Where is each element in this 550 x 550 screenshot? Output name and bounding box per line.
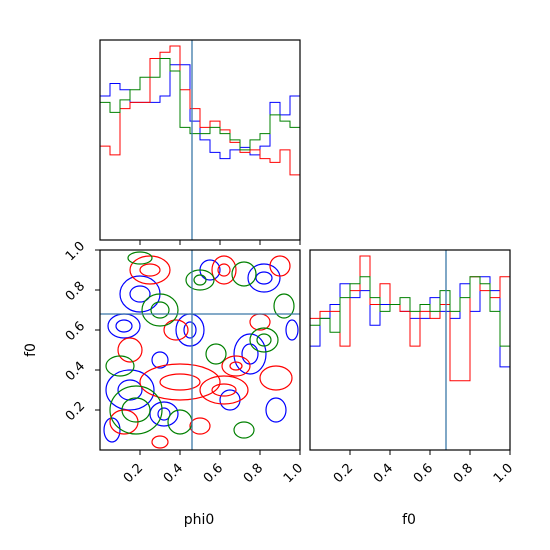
contour-0-ring-1 xyxy=(115,319,133,333)
contour-2-ring-6 xyxy=(231,261,257,287)
contour-1-ring-5 xyxy=(139,263,161,277)
frame-contour xyxy=(99,249,301,451)
contour-2-ring-12 xyxy=(167,409,193,435)
contour-ytick-label-4: 1.0 xyxy=(63,239,88,264)
contour-0-ring-3 xyxy=(129,285,151,303)
contour-0-ring-6 xyxy=(149,401,179,427)
contour-2-ring-4 xyxy=(185,269,215,291)
contour-xtick-label-2: 0.6 xyxy=(201,461,226,486)
contour-1-ring-15 xyxy=(249,313,271,331)
hist-f0-xtick-label-0: 0.2 xyxy=(331,461,356,486)
contour-1-ring-9 xyxy=(117,337,143,363)
contour-1-ring-3 xyxy=(211,383,237,397)
contour-ytick-label-3: 0.8 xyxy=(63,279,88,304)
hist-f0-xtick-label-3: 0.8 xyxy=(451,461,476,486)
contour-0-ring-5 xyxy=(117,379,143,401)
contour-0-ring-15 xyxy=(265,397,287,423)
contour-1-ring-6 xyxy=(211,255,237,285)
panel-contour-phi0-f0: 0.2 0.4 0.6 0.8 1.0 0.2 0.4 0.6 0.8 1.0 xyxy=(63,239,306,486)
hist-phi0-series-1 xyxy=(99,45,301,240)
contour-2-ring-11 xyxy=(273,293,295,319)
hist-phi0-series-2 xyxy=(99,58,301,240)
contour-ytick-label-1: 0.4 xyxy=(63,359,88,384)
contour-2-ring-2 xyxy=(141,293,179,327)
contour-0-ring-19 xyxy=(285,319,299,341)
hist-f0-xtick-label-4: 1.0 xyxy=(491,461,516,486)
contour-2-ring-0 xyxy=(109,385,163,435)
contour-0-ring-0 xyxy=(107,313,141,339)
contour-0-ring-16 xyxy=(103,417,121,443)
contour-1-ring-10 xyxy=(221,355,251,377)
contour-1-ring-0 xyxy=(139,363,221,401)
panel-hist-phi0 xyxy=(99,39,301,245)
contour-1-ring-14 xyxy=(259,365,293,391)
contour-2-ring-14 xyxy=(127,251,153,265)
contour-1-ring-2 xyxy=(199,375,249,405)
contour-1-ring-11 xyxy=(229,361,243,371)
frame-hist-phi0 xyxy=(99,39,301,241)
contour-0-ring-12 xyxy=(247,263,281,293)
contour-2-ring-13 xyxy=(233,421,255,439)
contour-xtick-label-0: 0.2 xyxy=(121,461,146,486)
contour-1-ring-7 xyxy=(217,263,231,277)
contour-0-ring-2 xyxy=(119,275,161,313)
x-axis-label-phi0: phi0 xyxy=(184,512,215,528)
contour-ytick-label-0: 0.2 xyxy=(63,399,88,424)
y-axis-label-f0: f0 xyxy=(23,343,39,357)
contour-1-ring-16 xyxy=(269,255,291,277)
contour-xtick-label-4: 1.0 xyxy=(281,461,306,486)
contour-2-ring-10 xyxy=(105,355,135,377)
contour-2-ring-7 xyxy=(249,327,279,353)
contour-xtick-label-3: 0.8 xyxy=(241,461,266,486)
contour-2-ring-9 xyxy=(205,343,227,365)
contour-0-ring-14 xyxy=(219,389,241,411)
contour-0-ring-7 xyxy=(157,407,171,421)
contour-1-ring-4 xyxy=(129,255,171,285)
hist-f0-xtick-label-2: 0.6 xyxy=(411,461,436,486)
contour-2-ring-8 xyxy=(256,333,272,347)
contour-1-ring-13 xyxy=(189,417,211,435)
contour-0-ring-18 xyxy=(151,351,169,369)
contour-2-ring-5 xyxy=(193,274,207,286)
contour-0-ring-4 xyxy=(105,369,155,411)
contour-0-ring-11 xyxy=(241,343,259,365)
contour-2-ring-3 xyxy=(150,301,170,319)
contour-2-ring-1 xyxy=(121,397,151,423)
hist-f0-xtick-label-1: 0.4 xyxy=(371,461,396,486)
contour-1-ring-17 xyxy=(151,435,169,449)
x-axis-label-f0: f0 xyxy=(402,512,416,528)
hist-f0-series-2 xyxy=(309,276,511,450)
contour-0-ring-9 xyxy=(183,321,197,339)
contour-xtick-label-1: 0.4 xyxy=(161,461,186,486)
contour-ytick-label-2: 0.6 xyxy=(63,319,88,344)
contour-0-ring-13 xyxy=(255,271,273,285)
contour-1-ring-1 xyxy=(159,373,201,391)
panel-hist-f0: 0.2 0.4 0.6 0.8 1.0 xyxy=(309,249,516,486)
frame-hist-f0 xyxy=(309,249,511,451)
contour-1-ring-8 xyxy=(163,319,189,341)
contour-0-ring-8 xyxy=(175,313,205,347)
contour-0-ring-10 xyxy=(233,333,267,375)
contour-group xyxy=(103,251,299,449)
